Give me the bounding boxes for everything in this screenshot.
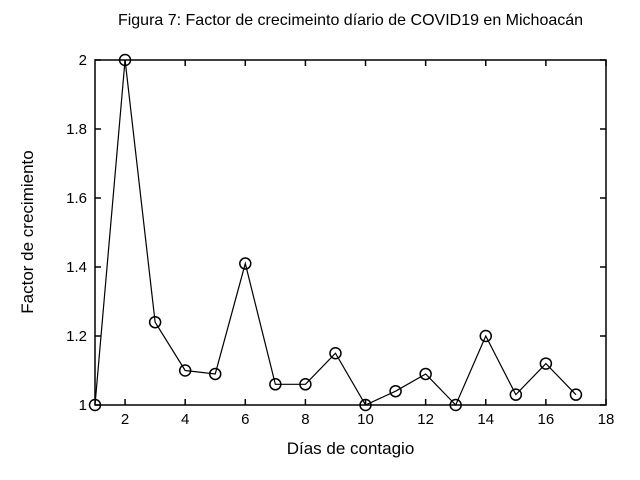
x-tick-label: 4 (181, 411, 189, 428)
data-point-marker (299, 378, 312, 391)
data-point-marker (239, 257, 252, 270)
data-point-marker (269, 378, 282, 391)
data-point-marker (359, 398, 372, 412)
data-point-marker (539, 357, 553, 370)
data-point-marker (148, 315, 162, 329)
x-tick-label: 8 (301, 411, 309, 428)
chart-title: Figura 7: Factor de crecimeinto díario d… (117, 12, 584, 29)
data-point-marker (178, 364, 192, 377)
data-point-marker (118, 53, 132, 67)
x-tick-label: 12 (417, 411, 434, 428)
x-tick-label: 18 (598, 411, 615, 428)
data-point-marker (329, 347, 342, 360)
x-tick-label: 2 (121, 411, 129, 428)
data-point-marker (419, 367, 432, 381)
data-line (94, 59, 577, 407)
x-tick-label: 16 (538, 411, 555, 428)
x-tick-label: 14 (477, 411, 494, 428)
y-tick-label: 1 (79, 397, 87, 414)
y-tick-label: 1.8 (66, 121, 87, 138)
y-axis-label: Factor de crecimiento (18, 150, 37, 314)
x-tick-label: 10 (357, 411, 374, 428)
data-point-marker (509, 388, 523, 401)
data-point-marker (569, 388, 583, 401)
data-point-marker (389, 384, 402, 398)
y-tick-label: 1.2 (66, 328, 87, 345)
y-tick-label: 2 (79, 52, 87, 69)
x-tick-label: 6 (241, 411, 249, 428)
axes-box (94, 59, 607, 406)
y-tick-label: 1.4 (66, 259, 87, 276)
x-axis-label: Días de contagio (286, 439, 415, 458)
data-point-marker (208, 367, 222, 381)
data-point-marker (449, 398, 462, 412)
y-tick-label: 1.6 (66, 190, 87, 207)
data-point-marker (479, 329, 493, 343)
data-point-marker (88, 398, 102, 412)
